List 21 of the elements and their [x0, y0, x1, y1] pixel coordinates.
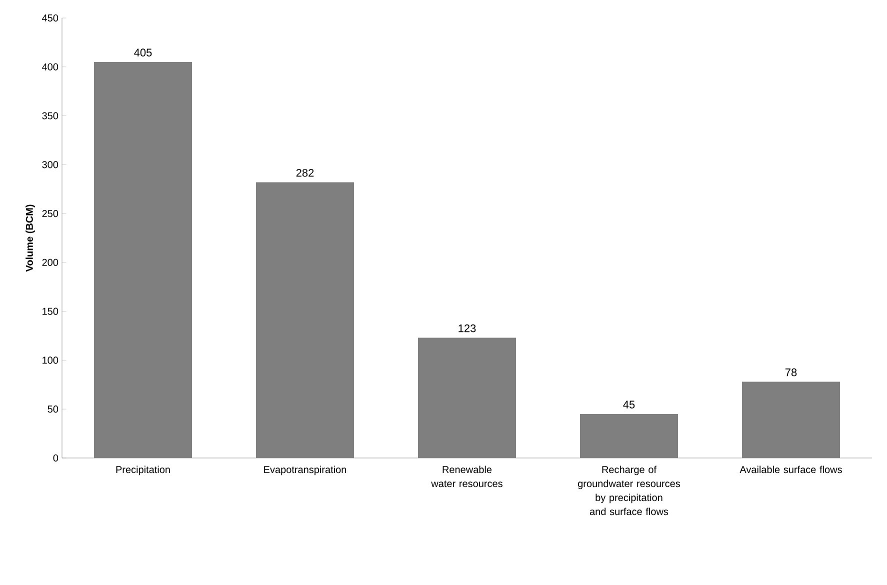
x-tick-label: Available surface flows — [740, 466, 842, 474]
data-label: 123 — [458, 324, 476, 332]
data-label: 405 — [134, 48, 152, 56]
y-tick-label: 150 — [42, 308, 58, 315]
x-tick-label: Renewable water resources — [431, 466, 502, 488]
y-tick-label: 250 — [42, 210, 58, 218]
y-tick-label: 450 — [42, 14, 58, 22]
y-tick-label: 50 — [48, 406, 58, 413]
x-tick-label: Recharge of groundwater resources by precipitation and surface flows — [578, 466, 680, 516]
x-tick-label: Evapotranspiration — [264, 466, 346, 476]
y-tick-label: 350 — [42, 112, 58, 120]
x-tick-label: Precipitation — [116, 466, 170, 476]
y-tick-label: 0 — [53, 454, 58, 462]
y-tick-label: 400 — [42, 63, 58, 70]
y-tick-label: 300 — [42, 161, 58, 168]
data-label: 282 — [296, 168, 314, 177]
data-label: 78 — [785, 368, 797, 376]
data-label: 45 — [623, 400, 635, 408]
y-tick-label: 200 — [42, 258, 58, 266]
y-tick-label: 100 — [42, 356, 58, 364]
y-axis-title: Volume (BCM) — [26, 204, 35, 272]
